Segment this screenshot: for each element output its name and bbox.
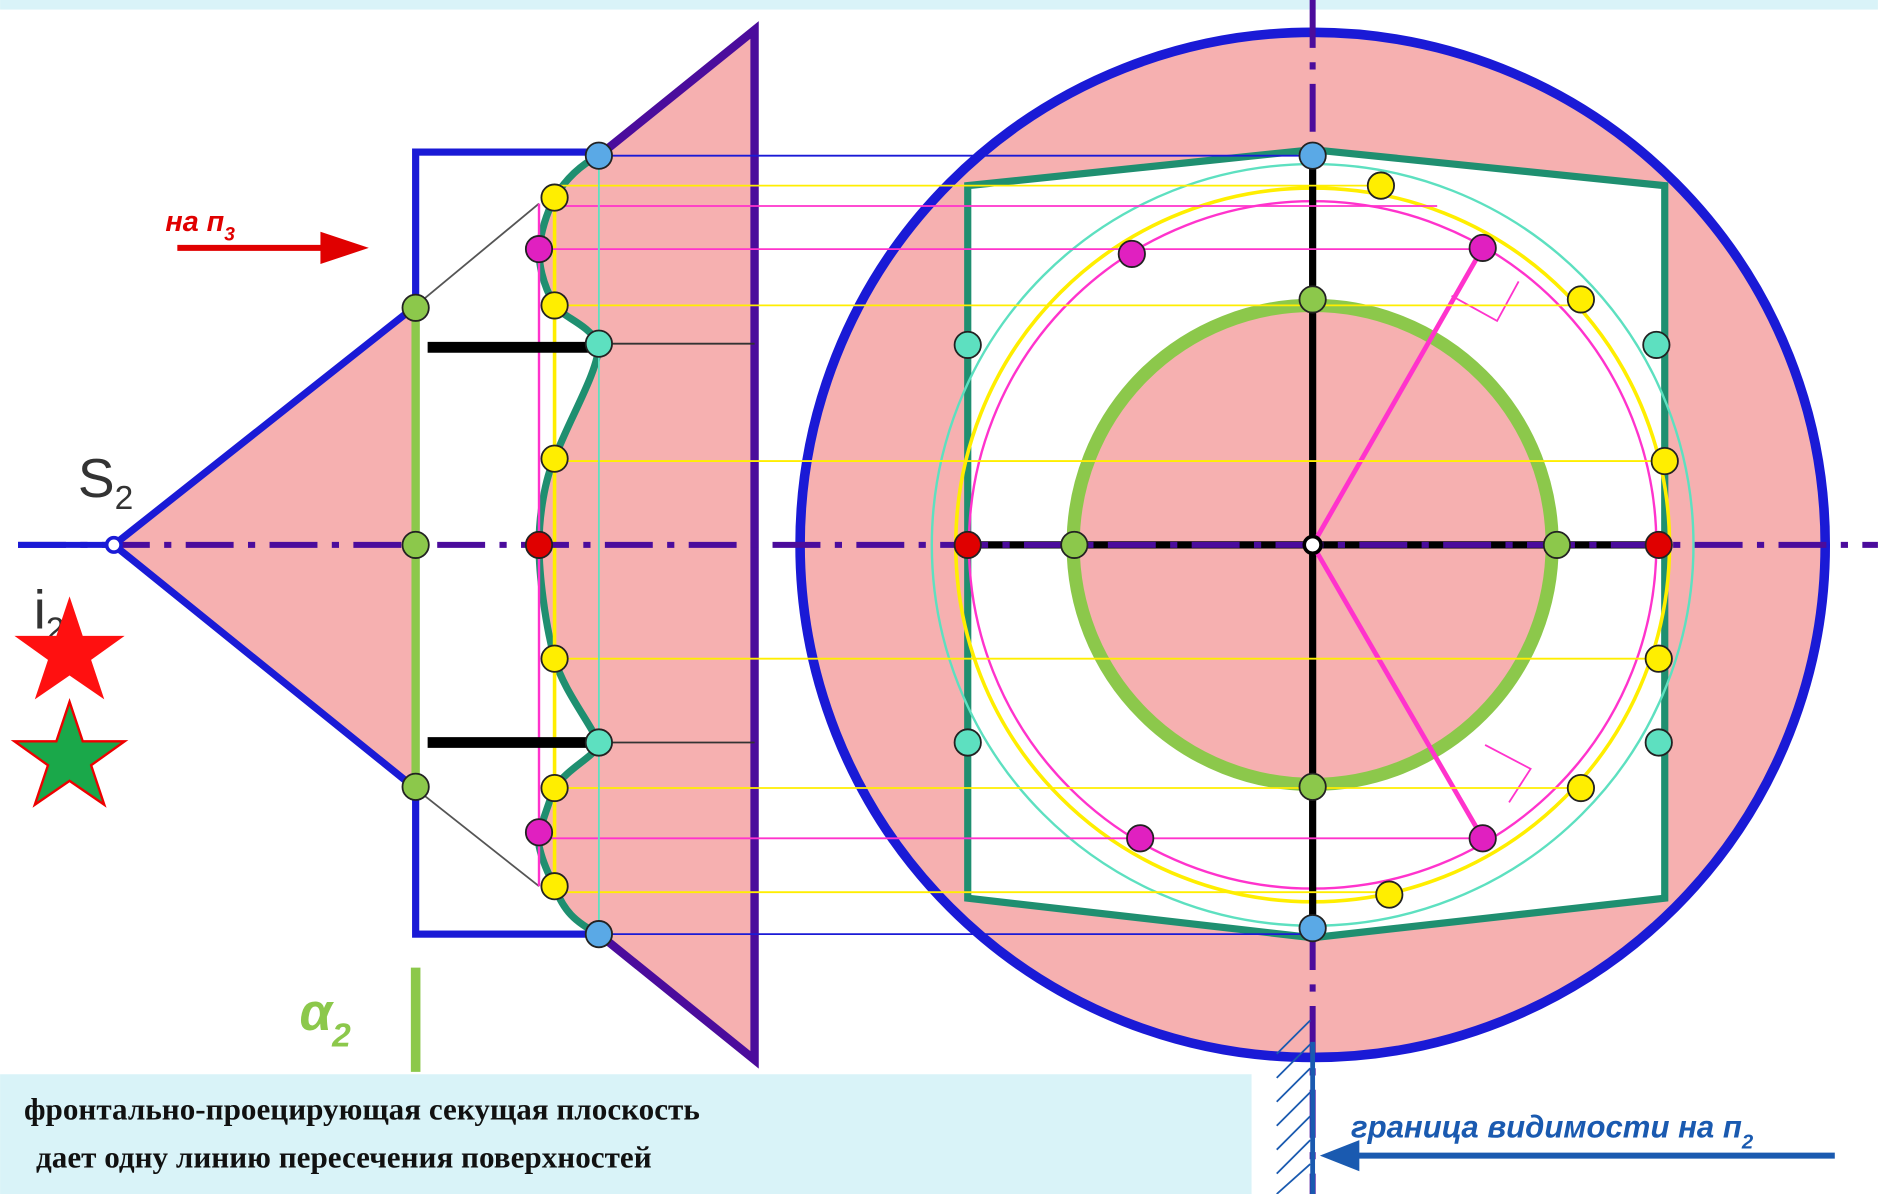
label: граница видимости на п2 [1351,1110,1754,1154]
arrow [177,236,359,260]
label: на п3 [165,206,235,246]
diagram: S2 i2 на п3 α2 фронтально-проецирующая с… [0,0,1878,1194]
arrow-head [1320,1140,1360,1171]
star [14,596,124,699]
star [14,702,124,805]
top-bar [0,0,1878,10]
caption: фронтально-проецирующая секущая плоскост… [24,1092,700,1127]
caption: дает одну линию пересечения поверхностей [36,1140,652,1175]
label: α2 [299,983,351,1055]
label: S2 [78,447,133,517]
